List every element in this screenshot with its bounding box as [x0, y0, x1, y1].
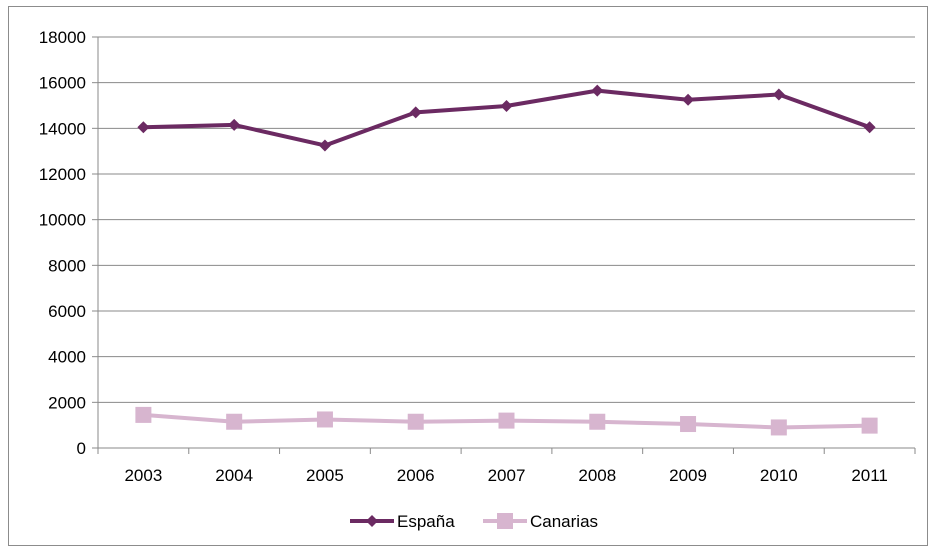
x-tick-label: 2003	[124, 466, 162, 485]
x-tick-label: 2010	[760, 466, 798, 485]
x-tick-label: 2009	[669, 466, 707, 485]
data-point-espa-a	[137, 121, 150, 134]
gridlines	[98, 36, 915, 403]
y-tick-label: 6000	[48, 302, 86, 321]
series-line-espa-a	[143, 88, 871, 148]
legend-label-espa-a: España	[397, 512, 455, 531]
y-tick-label: 10000	[39, 211, 86, 230]
data-point-canarias	[498, 412, 515, 429]
y-tick-label: 8000	[48, 256, 86, 275]
y-tick-label: 4000	[48, 348, 86, 367]
legend-marker-espa-a	[366, 515, 378, 527]
y-tick-label: 14000	[39, 119, 86, 138]
data-point-canarias	[316, 411, 333, 428]
x-tick-label: 2011	[851, 466, 888, 485]
data-point-canarias	[680, 416, 697, 433]
x-tick-label: 2006	[397, 466, 435, 485]
y-tick-label: 18000	[39, 28, 86, 47]
data-point-canarias	[589, 413, 606, 430]
legend-label-canarias: Canarias	[530, 512, 598, 531]
series-canarias	[135, 406, 878, 436]
data-point-espa-a	[863, 121, 876, 134]
data-point-canarias	[135, 406, 152, 423]
x-tick-label: 2007	[488, 466, 526, 485]
axes	[97, 37, 915, 449]
y-tick-label: 12000	[39, 165, 86, 184]
data-point-espa-a	[409, 106, 422, 119]
y-tick-label: 0	[77, 439, 86, 458]
series-espa-a	[137, 84, 876, 152]
data-point-canarias	[770, 419, 787, 436]
y-axis-ticks: 0 2000 4000 6000 8000 10000 12000 14000 16000 180…	[39, 28, 98, 458]
data-point-canarias	[226, 413, 243, 430]
data-point-espa-a	[228, 118, 241, 131]
legend-item-canarias: Canarias	[483, 512, 598, 531]
x-tick-label: 2008	[578, 466, 616, 485]
x-tick-label: 2004	[215, 466, 253, 485]
x-tick-label: 2005	[306, 466, 344, 485]
legend: España Canarias	[350, 512, 598, 531]
data-point-espa-a	[772, 88, 785, 101]
data-point-espa-a	[591, 84, 604, 97]
data-point-espa-a	[500, 99, 513, 112]
data-point-espa-a	[318, 139, 331, 152]
data-point-espa-a	[682, 93, 695, 106]
data-point-canarias	[861, 417, 878, 434]
y-tick-label: 2000	[48, 393, 86, 412]
x-axis-ticks: 2003 2004 2005 2006 2007 2008 2009 2010 2011	[97, 448, 916, 485]
y-tick-label: 16000	[39, 74, 86, 93]
legend-item-espa-a: España	[350, 512, 455, 531]
data-point-canarias	[407, 413, 424, 430]
legend-marker-canarias	[497, 513, 513, 529]
series-group	[135, 84, 878, 436]
